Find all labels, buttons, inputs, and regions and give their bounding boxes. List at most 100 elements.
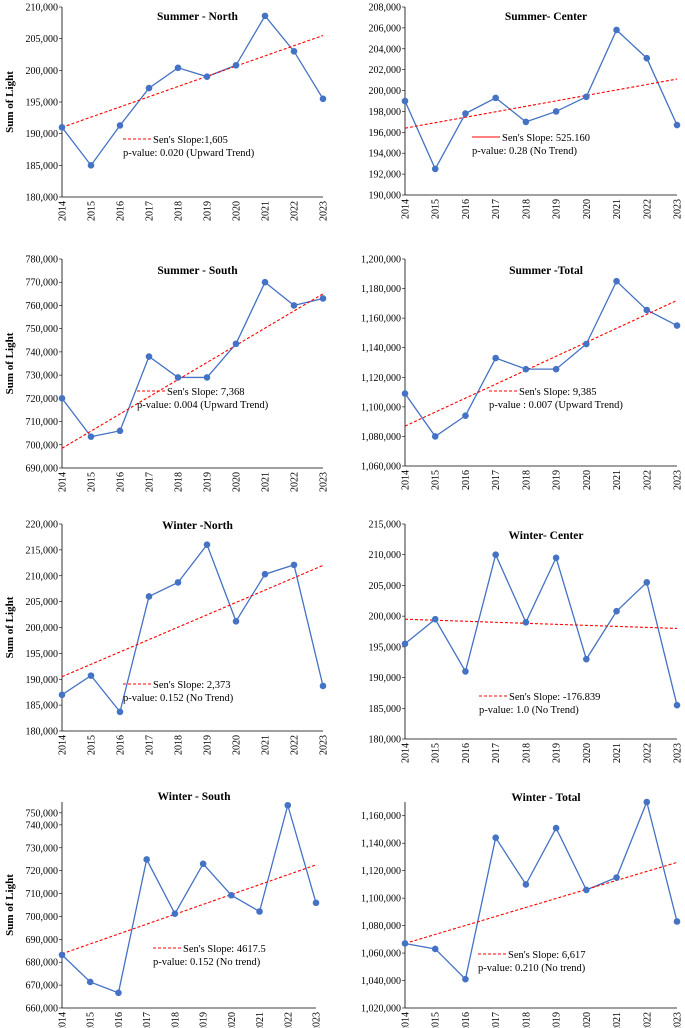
x-tick-label: 2017	[491, 743, 502, 763]
chart-title: Winter - Total	[511, 792, 580, 804]
data-point	[319, 95, 327, 103]
y-tick-label: 206,000	[369, 23, 402, 34]
y-tick-label: 205,000	[26, 34, 59, 45]
data-point	[462, 110, 469, 117]
data-point	[643, 798, 651, 806]
y-tick-label: 780,000	[26, 255, 59, 266]
pvalue-label: p-value: 0.152 (No Trend)	[123, 693, 234, 704]
y-tick-label: 200,000	[369, 612, 402, 623]
chart-title: Winter - South	[157, 791, 231, 803]
y-tick-label: 190,000	[26, 675, 59, 686]
chart-panel: 180,000 185,000 190,000 195,000 200,000 205,0…	[4, 520, 330, 756]
data-point	[613, 607, 620, 615]
y-tick-label: 185,000	[26, 161, 59, 172]
data-point	[431, 945, 439, 953]
data-point	[290, 302, 298, 309]
y-tick-label: 210,000	[26, 571, 59, 582]
x-tick-label: 2015	[87, 472, 98, 492]
pvalue-label: p-value: 0.004 (Upward Trend)	[137, 400, 269, 411]
data-point	[673, 918, 681, 925]
x-tick-label: 2016	[114, 1012, 125, 1028]
data-point	[116, 122, 124, 129]
data-point	[284, 801, 292, 809]
x-tick-label: 2023	[673, 199, 684, 219]
y-tick-label: 215,000	[26, 545, 59, 556]
data-point	[87, 672, 95, 679]
x-tick-label: 2017	[145, 201, 156, 221]
x-tick-label: 2022	[290, 201, 301, 221]
data-point	[319, 295, 327, 302]
y-tick-label: 198,000	[369, 107, 402, 118]
x-tick-label: 2023	[673, 743, 684, 763]
y-tick-label: 1,040,000	[361, 976, 401, 987]
chart-panel: 660,000 670,000 680,000 690,000 700,000 710,0…	[4, 791, 323, 1028]
x-tick-label: 2019	[552, 743, 563, 763]
x-tick-label: 2020	[232, 201, 243, 221]
data-point	[232, 617, 240, 625]
y-tick-label: 1,120,000	[361, 373, 401, 384]
y-tick-label: 1,080,000	[361, 921, 401, 932]
y-tick-label: 185,000	[369, 704, 402, 715]
x-tick-label: 2014	[401, 1012, 412, 1028]
x-tick-label: 2014	[58, 1012, 69, 1028]
legend-label: Sen's Slope: 525.160	[502, 133, 590, 144]
chart-title: Summer- Center	[505, 11, 587, 23]
data-point	[401, 97, 409, 105]
data-point	[203, 374, 211, 381]
series-line	[61, 14, 324, 167]
y-tick-label: 195,000	[369, 642, 402, 653]
data-point	[613, 26, 620, 34]
y-tick-label: 660,000	[26, 1004, 59, 1015]
data-point	[116, 427, 124, 435]
y-axis-label: Sum of Light	[4, 874, 16, 936]
y-tick-label: 202,000	[369, 65, 402, 76]
data-point	[613, 874, 620, 881]
data-point	[492, 551, 499, 559]
x-tick-label: 2020	[582, 1012, 593, 1028]
x-tick-label: 2018	[521, 199, 532, 219]
y-tick-label: 180,000	[26, 193, 59, 204]
chart-panel: 1,060,000 1,080,000 1,100,000 1,120,000 1,14…	[361, 255, 684, 491]
y-tick-label: 1,100,000	[361, 894, 401, 905]
y-tick-label: 205,000	[26, 597, 59, 608]
x-tick-label: 2021	[612, 199, 623, 219]
y-tick-label: 740,000	[26, 347, 59, 358]
y-tick-label: 1,060,000	[361, 462, 401, 473]
legend-label: Sen's Slope: 2,373	[153, 680, 230, 691]
x-tick-label: 2015	[431, 1012, 442, 1028]
x-tick-label: 2021	[612, 743, 623, 763]
y-tick-label: 215,000	[369, 520, 402, 531]
y-tick-label: 1,060,000	[361, 949, 401, 960]
x-tick-label: 2020	[232, 735, 243, 755]
x-tick-label: 2017	[145, 472, 156, 492]
data-point	[174, 64, 182, 72]
data-point	[203, 73, 211, 80]
data-point	[261, 570, 269, 578]
legend-label: Sen's Slope:1,605	[153, 135, 228, 146]
y-tick-label: 1,020,000	[361, 1004, 401, 1015]
series-line	[61, 543, 324, 714]
y-tick-label: 720,000	[26, 866, 59, 877]
x-tick-label: 2018	[174, 201, 185, 221]
chart-title: Summer - North	[157, 11, 239, 23]
data-point	[58, 951, 66, 959]
y-tick-label: 190,000	[26, 129, 59, 140]
series-line	[61, 281, 324, 438]
pvalue-label: p-value: 0.152 (No trend)	[153, 957, 261, 968]
data-point	[431, 165, 439, 173]
data-point	[87, 433, 95, 440]
y-tick-label: 680,000	[26, 958, 59, 969]
data-point	[583, 93, 590, 101]
y-tick-label: 1,200,000	[361, 255, 401, 266]
data-point	[522, 365, 530, 373]
x-tick-label: 2016	[116, 201, 127, 221]
pvalue-label: p-value: 0.020 (Upward Trend)	[123, 148, 255, 159]
data-point	[431, 615, 439, 623]
legend-label: Sen's Slope: -176.839	[509, 692, 600, 703]
legend-label: Sen's Slope: 6,617	[508, 950, 585, 961]
data-point	[462, 975, 469, 983]
x-tick-label: 2020	[227, 1012, 238, 1028]
data-point	[613, 277, 620, 285]
x-tick-label: 2021	[612, 470, 623, 490]
x-tick-label: 2022	[642, 1012, 653, 1028]
